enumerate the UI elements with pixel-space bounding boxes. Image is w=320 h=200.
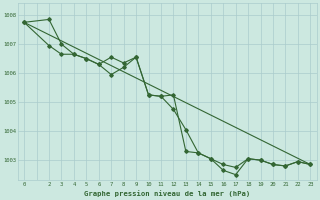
X-axis label: Graphe pression niveau de la mer (hPa): Graphe pression niveau de la mer (hPa) bbox=[84, 190, 250, 197]
